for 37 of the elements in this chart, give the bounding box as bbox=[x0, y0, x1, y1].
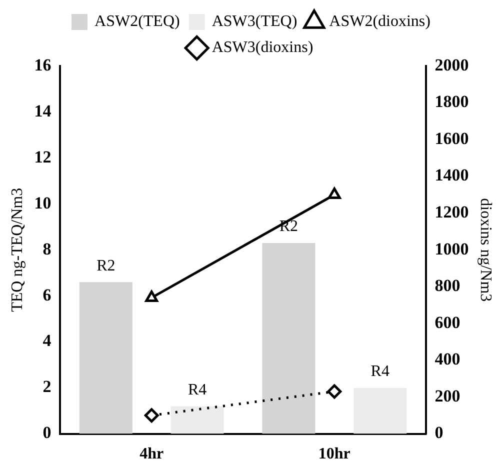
bar bbox=[79, 282, 132, 434]
y-tick-label: 6 bbox=[42, 285, 52, 304]
bar bbox=[262, 243, 316, 434]
y-tick-label: 10 bbox=[34, 193, 52, 212]
y2-tick-label: 400 bbox=[434, 350, 460, 369]
y2-axis-title: dioxins ng/Nm3 bbox=[477, 198, 494, 302]
legend-label: ASW2(TEQ) bbox=[94, 13, 180, 30]
y-axis-title: TEQ ng-TEQ/Nm3 bbox=[8, 188, 26, 312]
legend-label: ASW3(dioxins) bbox=[212, 39, 314, 56]
data-label: R2 bbox=[96, 257, 116, 274]
legend-label: ASW2(dioxins) bbox=[329, 13, 430, 30]
y2-tick-label: 800 bbox=[434, 276, 460, 296]
y2-tick-label: 0 bbox=[434, 423, 444, 442]
y2-tick-label: 1800 bbox=[434, 92, 469, 112]
data-label: R4 bbox=[370, 363, 390, 380]
y2-tick-label: 600 bbox=[434, 312, 460, 332]
point bbox=[144, 408, 159, 423]
y2-tick-label: 1200 bbox=[434, 202, 469, 222]
legend-label: ASW3(TEQ) bbox=[212, 13, 298, 30]
y2-tick-label: 1000 bbox=[434, 239, 469, 258]
y-tick-label: 14 bbox=[34, 101, 52, 120]
x-tick-label: 10hr bbox=[318, 446, 350, 463]
bar bbox=[354, 388, 407, 434]
data-label: R4 bbox=[188, 381, 207, 398]
bar bbox=[170, 406, 224, 434]
x-tick-label: 4hr bbox=[140, 446, 164, 463]
y2-tick-label: 1600 bbox=[434, 128, 469, 148]
y-tick-label: 12 bbox=[34, 147, 52, 166]
y2-tick-label: 2000 bbox=[434, 55, 469, 74]
y-tick-label: 0 bbox=[42, 423, 52, 442]
y2-tick-label: 1400 bbox=[434, 166, 469, 185]
y-tick-label: 16 bbox=[34, 55, 52, 74]
y-tick-label: 4 bbox=[42, 331, 52, 350]
point bbox=[327, 384, 342, 399]
y2-tick-label: 200 bbox=[434, 386, 460, 406]
y-tick-label: 2 bbox=[42, 377, 52, 396]
y-tick-label: 8 bbox=[42, 239, 52, 258]
